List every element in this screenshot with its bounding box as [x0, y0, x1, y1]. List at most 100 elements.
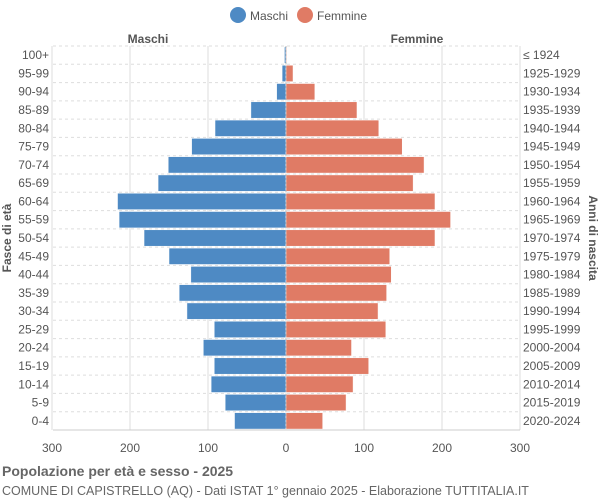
bar-male — [276, 83, 287, 101]
birth-year-label: 1995-1999 — [523, 322, 581, 336]
y-axis-label-left: Fasce di età — [0, 203, 14, 272]
birth-year-label: 1975-1979 — [523, 249, 581, 263]
birth-year-label: 1960-1964 — [523, 194, 581, 208]
birth-year-label: 1980-1984 — [523, 268, 581, 282]
chart-source: COMUNE DI CAPISTRELLO (AQ) - Dati ISTAT … — [2, 484, 529, 498]
legend-label-female: Femmine — [317, 9, 367, 23]
left-header: Maschi — [128, 32, 169, 46]
birth-year-label: 2020-2024 — [523, 414, 581, 428]
birth-year-label: 1935-1939 — [523, 103, 581, 117]
bar-female — [285, 119, 380, 137]
age-group-label: 65-69 — [18, 176, 49, 190]
bar-female — [285, 394, 347, 412]
bar-female — [285, 320, 387, 338]
bar-male — [168, 247, 287, 265]
birth-year-label: 2015-2019 — [523, 396, 581, 410]
bar-male — [281, 64, 287, 82]
age-group-label: 60-64 — [18, 194, 49, 208]
bar-female — [285, 211, 451, 229]
y-axis-label-right: Anni di nascita — [586, 195, 600, 281]
age-group-label: 45-49 — [18, 249, 49, 263]
population-pyramid-chart: 300 200 100 0 100 200 300 100+ ≤ 1924 95-99 1925-1… — [0, 7, 600, 455]
bar-male — [143, 229, 287, 247]
birth-year-label: 1925-1929 — [523, 66, 581, 80]
birth-year-label: 1945-1949 — [523, 140, 581, 154]
age-group-label: 10-14 — [18, 377, 49, 391]
bar-male — [117, 192, 287, 210]
age-group-label: 40-44 — [18, 268, 49, 282]
legend-marker-female — [297, 7, 313, 23]
age-group-label: 100+ — [22, 48, 49, 62]
bar-male — [213, 357, 287, 375]
birth-year-label: ≤ 1924 — [523, 48, 560, 62]
birth-year-label: 1955-1959 — [523, 176, 581, 190]
right-header: Femmine — [391, 32, 444, 46]
age-group-label: 25-29 — [18, 322, 49, 336]
bar-female — [285, 156, 425, 174]
chart-title: Popolazione per età e sesso - 2025 — [2, 463, 234, 479]
x-tick-label: 200 — [120, 441, 140, 455]
bar-male — [157, 174, 287, 192]
legend-marker-male — [230, 7, 246, 23]
x-tick-label: 300 — [510, 441, 530, 455]
birth-year-label: 1970-1974 — [523, 231, 581, 245]
birth-year-label: 2000-2004 — [523, 341, 581, 355]
age-group-label: 85-89 — [18, 103, 49, 117]
birth-year-label: 1965-1969 — [523, 213, 581, 227]
age-group-label: 50-54 — [18, 231, 49, 245]
birth-year-label: 2005-2009 — [523, 359, 581, 373]
bar-female — [285, 174, 414, 192]
bar-female — [285, 83, 316, 101]
age-group-label: 70-74 — [18, 158, 49, 172]
birth-year-label: 1985-1989 — [523, 286, 581, 300]
x-tick-label: 100 — [354, 441, 374, 455]
birth-year-label: 1940-1944 — [523, 121, 581, 135]
bar-male — [214, 119, 287, 137]
bar-female — [285, 192, 436, 210]
age-group-label: 95-99 — [18, 66, 49, 80]
bar-male — [210, 375, 287, 393]
bar-male — [190, 266, 287, 284]
bar-male — [191, 138, 287, 156]
age-group-label: 5-9 — [32, 396, 50, 410]
age-group-label: 55-59 — [18, 213, 49, 227]
legend-label-male: Maschi — [250, 9, 288, 23]
x-tick-label: 0 — [283, 441, 290, 455]
bar-female — [285, 64, 294, 82]
bar-female — [285, 266, 392, 284]
bar-male — [250, 101, 287, 119]
bar-female — [285, 357, 369, 375]
age-group-label: 35-39 — [18, 286, 49, 300]
bar-female — [285, 138, 403, 156]
x-tick-label: 200 — [432, 441, 452, 455]
bar-male — [167, 156, 287, 174]
age-group-label: 0-4 — [32, 414, 50, 428]
bar-male — [224, 394, 287, 412]
bar-female — [285, 339, 352, 357]
birth-year-label: 1950-1954 — [523, 158, 581, 172]
age-group-label: 20-24 — [18, 341, 49, 355]
bar-female — [285, 229, 436, 247]
age-group-label: 15-19 — [18, 359, 49, 373]
bar-female — [285, 101, 358, 119]
bar-male — [118, 211, 287, 229]
age-group-label: 80-84 — [18, 121, 49, 135]
bar-female — [285, 375, 354, 393]
bar-male — [213, 320, 287, 338]
bar-male — [186, 302, 287, 320]
age-group-label: 30-34 — [18, 304, 49, 318]
age-group-label: 90-94 — [18, 85, 49, 99]
bar-male — [234, 412, 287, 430]
x-tick-label: 300 — [42, 441, 62, 455]
bar-male — [178, 284, 287, 302]
age-group-label: 75-79 — [18, 140, 49, 154]
bar-female — [285, 412, 323, 430]
bar-female — [285, 247, 390, 265]
bar-female — [285, 302, 379, 320]
bar-male — [203, 339, 287, 357]
birth-year-label: 1930-1934 — [523, 85, 581, 99]
bar-female — [285, 284, 387, 302]
x-tick-label: 100 — [198, 441, 218, 455]
birth-year-label: 2010-2014 — [523, 377, 581, 391]
